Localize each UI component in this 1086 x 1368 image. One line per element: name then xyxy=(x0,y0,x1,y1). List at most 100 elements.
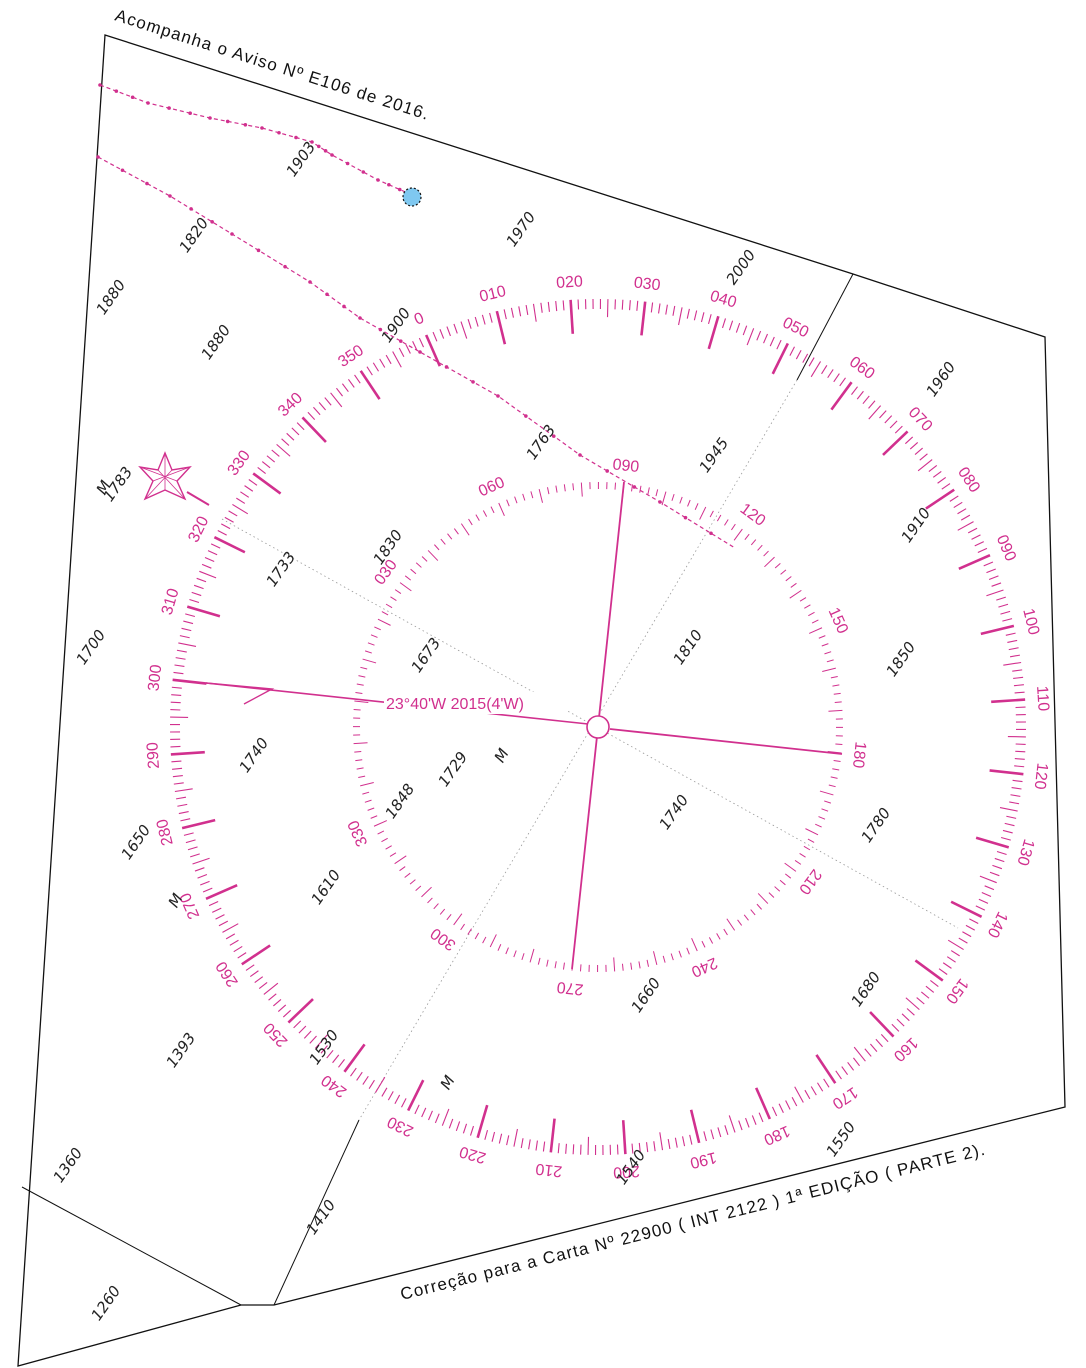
inner-tick xyxy=(460,923,465,931)
outer-tick xyxy=(778,1103,784,1113)
outer-tick xyxy=(192,857,210,865)
depth-sounding: 1945 xyxy=(696,434,733,476)
outer-tick xyxy=(173,782,184,785)
outer-bearing-label: 030 xyxy=(633,275,662,295)
depth-sounding: 1830 xyxy=(370,526,407,568)
outer-tick xyxy=(320,1045,328,1054)
outer-tick xyxy=(252,472,282,495)
inner-tick xyxy=(833,692,841,695)
route-dot xyxy=(330,153,334,157)
outer-bearing-label: 120 xyxy=(1031,762,1051,791)
outer-tick xyxy=(853,1046,866,1062)
inner-tick xyxy=(784,862,797,872)
outer-tick xyxy=(484,1129,489,1140)
depth-sounding: 1610 xyxy=(308,866,345,908)
depth-sounding: 1733 xyxy=(263,548,300,590)
outer-tick xyxy=(222,923,239,933)
outer-tick xyxy=(387,1091,394,1101)
outer-tick xyxy=(183,832,194,836)
inner-tick xyxy=(835,743,843,746)
depth-sounding: 1900 xyxy=(378,304,415,346)
outer-tick xyxy=(665,304,668,315)
inner-tick xyxy=(562,962,565,970)
outer-tick xyxy=(171,686,182,689)
outer-tick xyxy=(975,905,986,911)
outer-tick xyxy=(414,1104,420,1115)
outer-tick xyxy=(989,769,1024,776)
outer-tick xyxy=(241,944,271,966)
outer-tick xyxy=(354,374,361,384)
outer-tick xyxy=(864,1048,872,1057)
outer-tick xyxy=(905,997,920,1011)
inner-tick xyxy=(385,603,393,609)
outer-tick xyxy=(1012,779,1023,783)
inner-tick xyxy=(555,485,558,493)
inner-tick xyxy=(723,928,728,936)
outer-tick xyxy=(1013,676,1024,679)
inner-tick xyxy=(358,675,366,678)
outer-tick xyxy=(957,508,967,515)
outer-tick xyxy=(1006,815,1017,819)
inner-tick xyxy=(824,800,832,804)
route-dot xyxy=(189,207,193,211)
inner-tick xyxy=(415,885,422,891)
inner-tick xyxy=(631,484,634,492)
inner-tick xyxy=(389,852,397,857)
outer-tick xyxy=(653,1141,656,1152)
route-dot xyxy=(120,168,125,173)
outer-bearing-label: 330 xyxy=(225,447,255,479)
outer-tick xyxy=(816,1082,824,1092)
inner-tick xyxy=(421,556,428,562)
outer-tick xyxy=(453,323,458,334)
outer-tick xyxy=(967,527,978,534)
inner-tick xyxy=(404,872,411,878)
inner-tick xyxy=(537,957,541,965)
outer-tick xyxy=(258,982,268,989)
outer-tick xyxy=(847,1061,855,1071)
outer-tick xyxy=(178,642,197,647)
route-dot xyxy=(145,181,149,186)
outer-tick xyxy=(640,301,647,336)
outer-tick xyxy=(776,339,782,350)
inner-tick xyxy=(815,823,822,828)
depth-sounding: 1740 xyxy=(236,734,273,776)
inner-tick xyxy=(824,651,832,655)
route-dot xyxy=(378,327,383,332)
inner-tick xyxy=(774,886,781,892)
outer-tick xyxy=(862,395,870,405)
outer-tick xyxy=(717,1127,722,1138)
inner-tick xyxy=(370,815,378,819)
outer-tick xyxy=(977,547,988,554)
inner-tick xyxy=(546,959,549,967)
outer-tick xyxy=(207,550,218,556)
outer-bearing-label: 350 xyxy=(335,342,367,371)
outer-bearing-label: 070 xyxy=(905,404,936,435)
variation-label: 23°40'W 2015(4'W) xyxy=(386,696,524,713)
outer-tick xyxy=(233,945,243,953)
route-dot xyxy=(317,144,321,149)
inner-tick xyxy=(475,514,480,521)
outer-tick xyxy=(971,534,981,540)
outer-tick xyxy=(374,1076,386,1093)
outer-tick xyxy=(946,956,956,963)
inner-tick xyxy=(529,948,535,963)
outer-tick xyxy=(839,377,846,387)
inner-bearing-label: 330 xyxy=(345,818,371,849)
route-dot xyxy=(345,161,350,166)
inner-bearing-label: 240 xyxy=(689,954,720,980)
inner-tick xyxy=(394,589,402,594)
route-dot xyxy=(361,170,366,174)
route-dot xyxy=(524,414,528,418)
outer-tick xyxy=(1002,829,1013,834)
inner-tick xyxy=(427,897,433,904)
outer-tick xyxy=(999,807,1018,812)
inner-tick xyxy=(506,499,510,507)
inner-tick xyxy=(460,523,470,536)
inner-tick xyxy=(653,951,658,965)
outer-tick xyxy=(969,918,979,924)
inner-tick xyxy=(356,767,364,770)
route-lines xyxy=(96,83,736,549)
inner-tick xyxy=(803,845,811,851)
outer-tick xyxy=(703,1131,707,1142)
outer-tick xyxy=(996,596,1006,601)
